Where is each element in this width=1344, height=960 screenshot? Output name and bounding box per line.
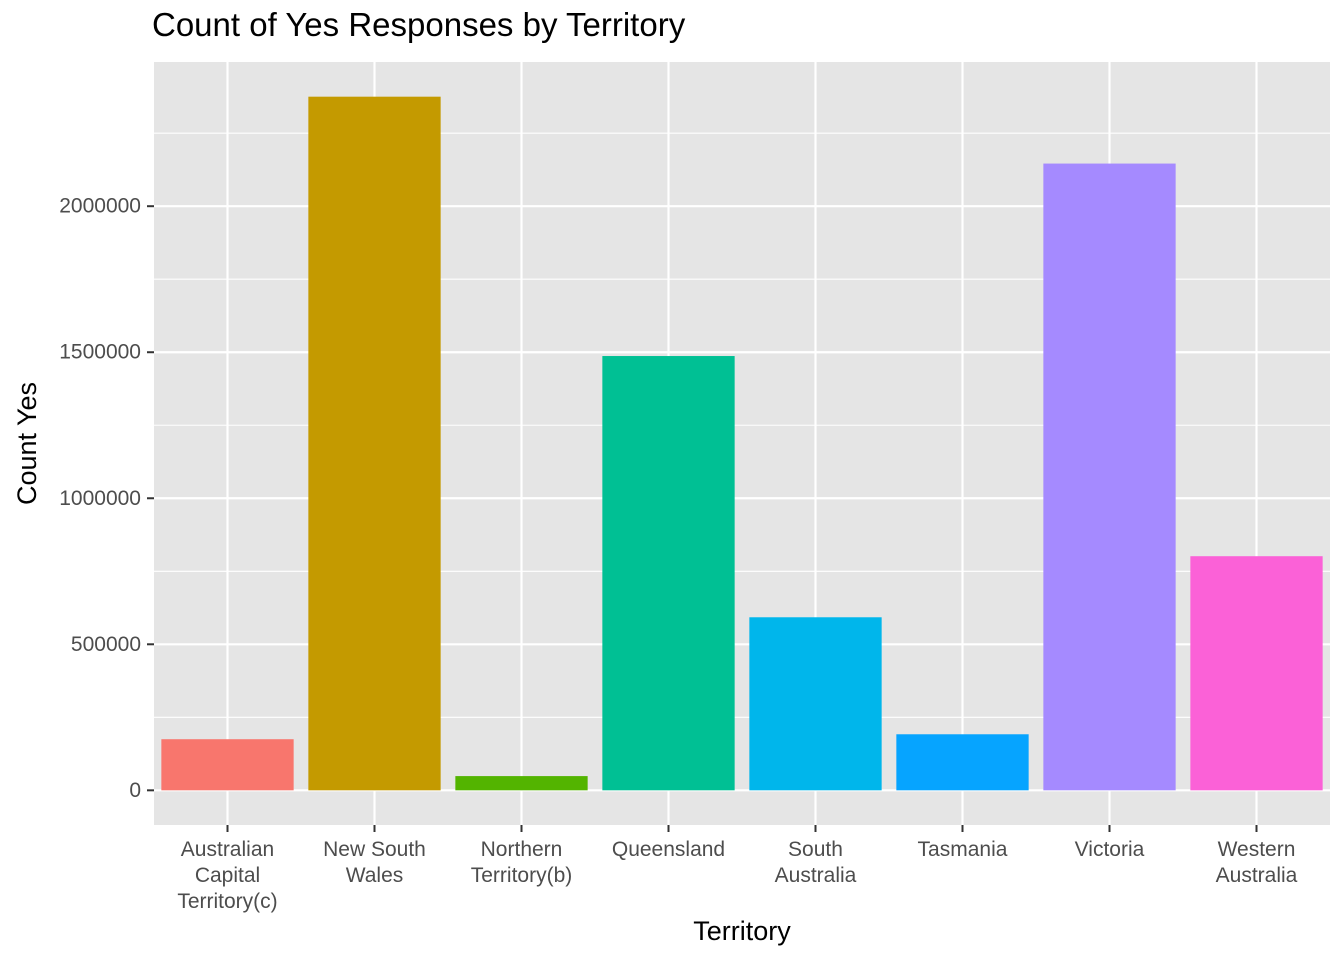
- bar-australian-capital-territory-c: [161, 739, 294, 791]
- x-tick-label: Queensland: [612, 838, 725, 861]
- x-tick-label: Victoria: [1075, 838, 1145, 861]
- x-tick-label: Northern Territory(b): [471, 838, 573, 887]
- bar-northern-territory-b: [455, 776, 588, 791]
- bar-western-australia: [1190, 556, 1323, 791]
- x-tick-label: Tasmania: [918, 838, 1008, 861]
- y-tick-label: 500000: [71, 633, 141, 656]
- x-axis: Australian Capital Territory(c) New South Wa…: [177, 825, 1298, 913]
- y-axis-title: Count Yes: [12, 382, 42, 505]
- y-tick-label: 1000000: [59, 487, 141, 510]
- chart-title: Count of Yes Responses by Territory: [152, 6, 686, 43]
- y-axis: 0 500000 1000000 1500000 2000000: [59, 195, 154, 802]
- bar-victoria: [1043, 163, 1176, 791]
- x-tick-label: Australian Capital Territory(c): [177, 838, 277, 913]
- x-tick-label: South Australia: [775, 838, 857, 887]
- y-tick-label: 1500000: [59, 341, 141, 364]
- bar-queensland: [602, 356, 735, 791]
- bar-tasmania: [896, 734, 1029, 791]
- bar-south-australia: [749, 617, 882, 791]
- x-axis-title: Territory: [693, 916, 791, 946]
- bar-new-south-wales: [308, 96, 441, 791]
- x-tick-label: Western Australia: [1216, 838, 1298, 887]
- y-tick-label: 2000000: [59, 195, 141, 218]
- x-tick-label: New South Wales: [323, 838, 426, 887]
- y-tick-label: 0: [129, 779, 141, 802]
- bars: [161, 96, 1323, 791]
